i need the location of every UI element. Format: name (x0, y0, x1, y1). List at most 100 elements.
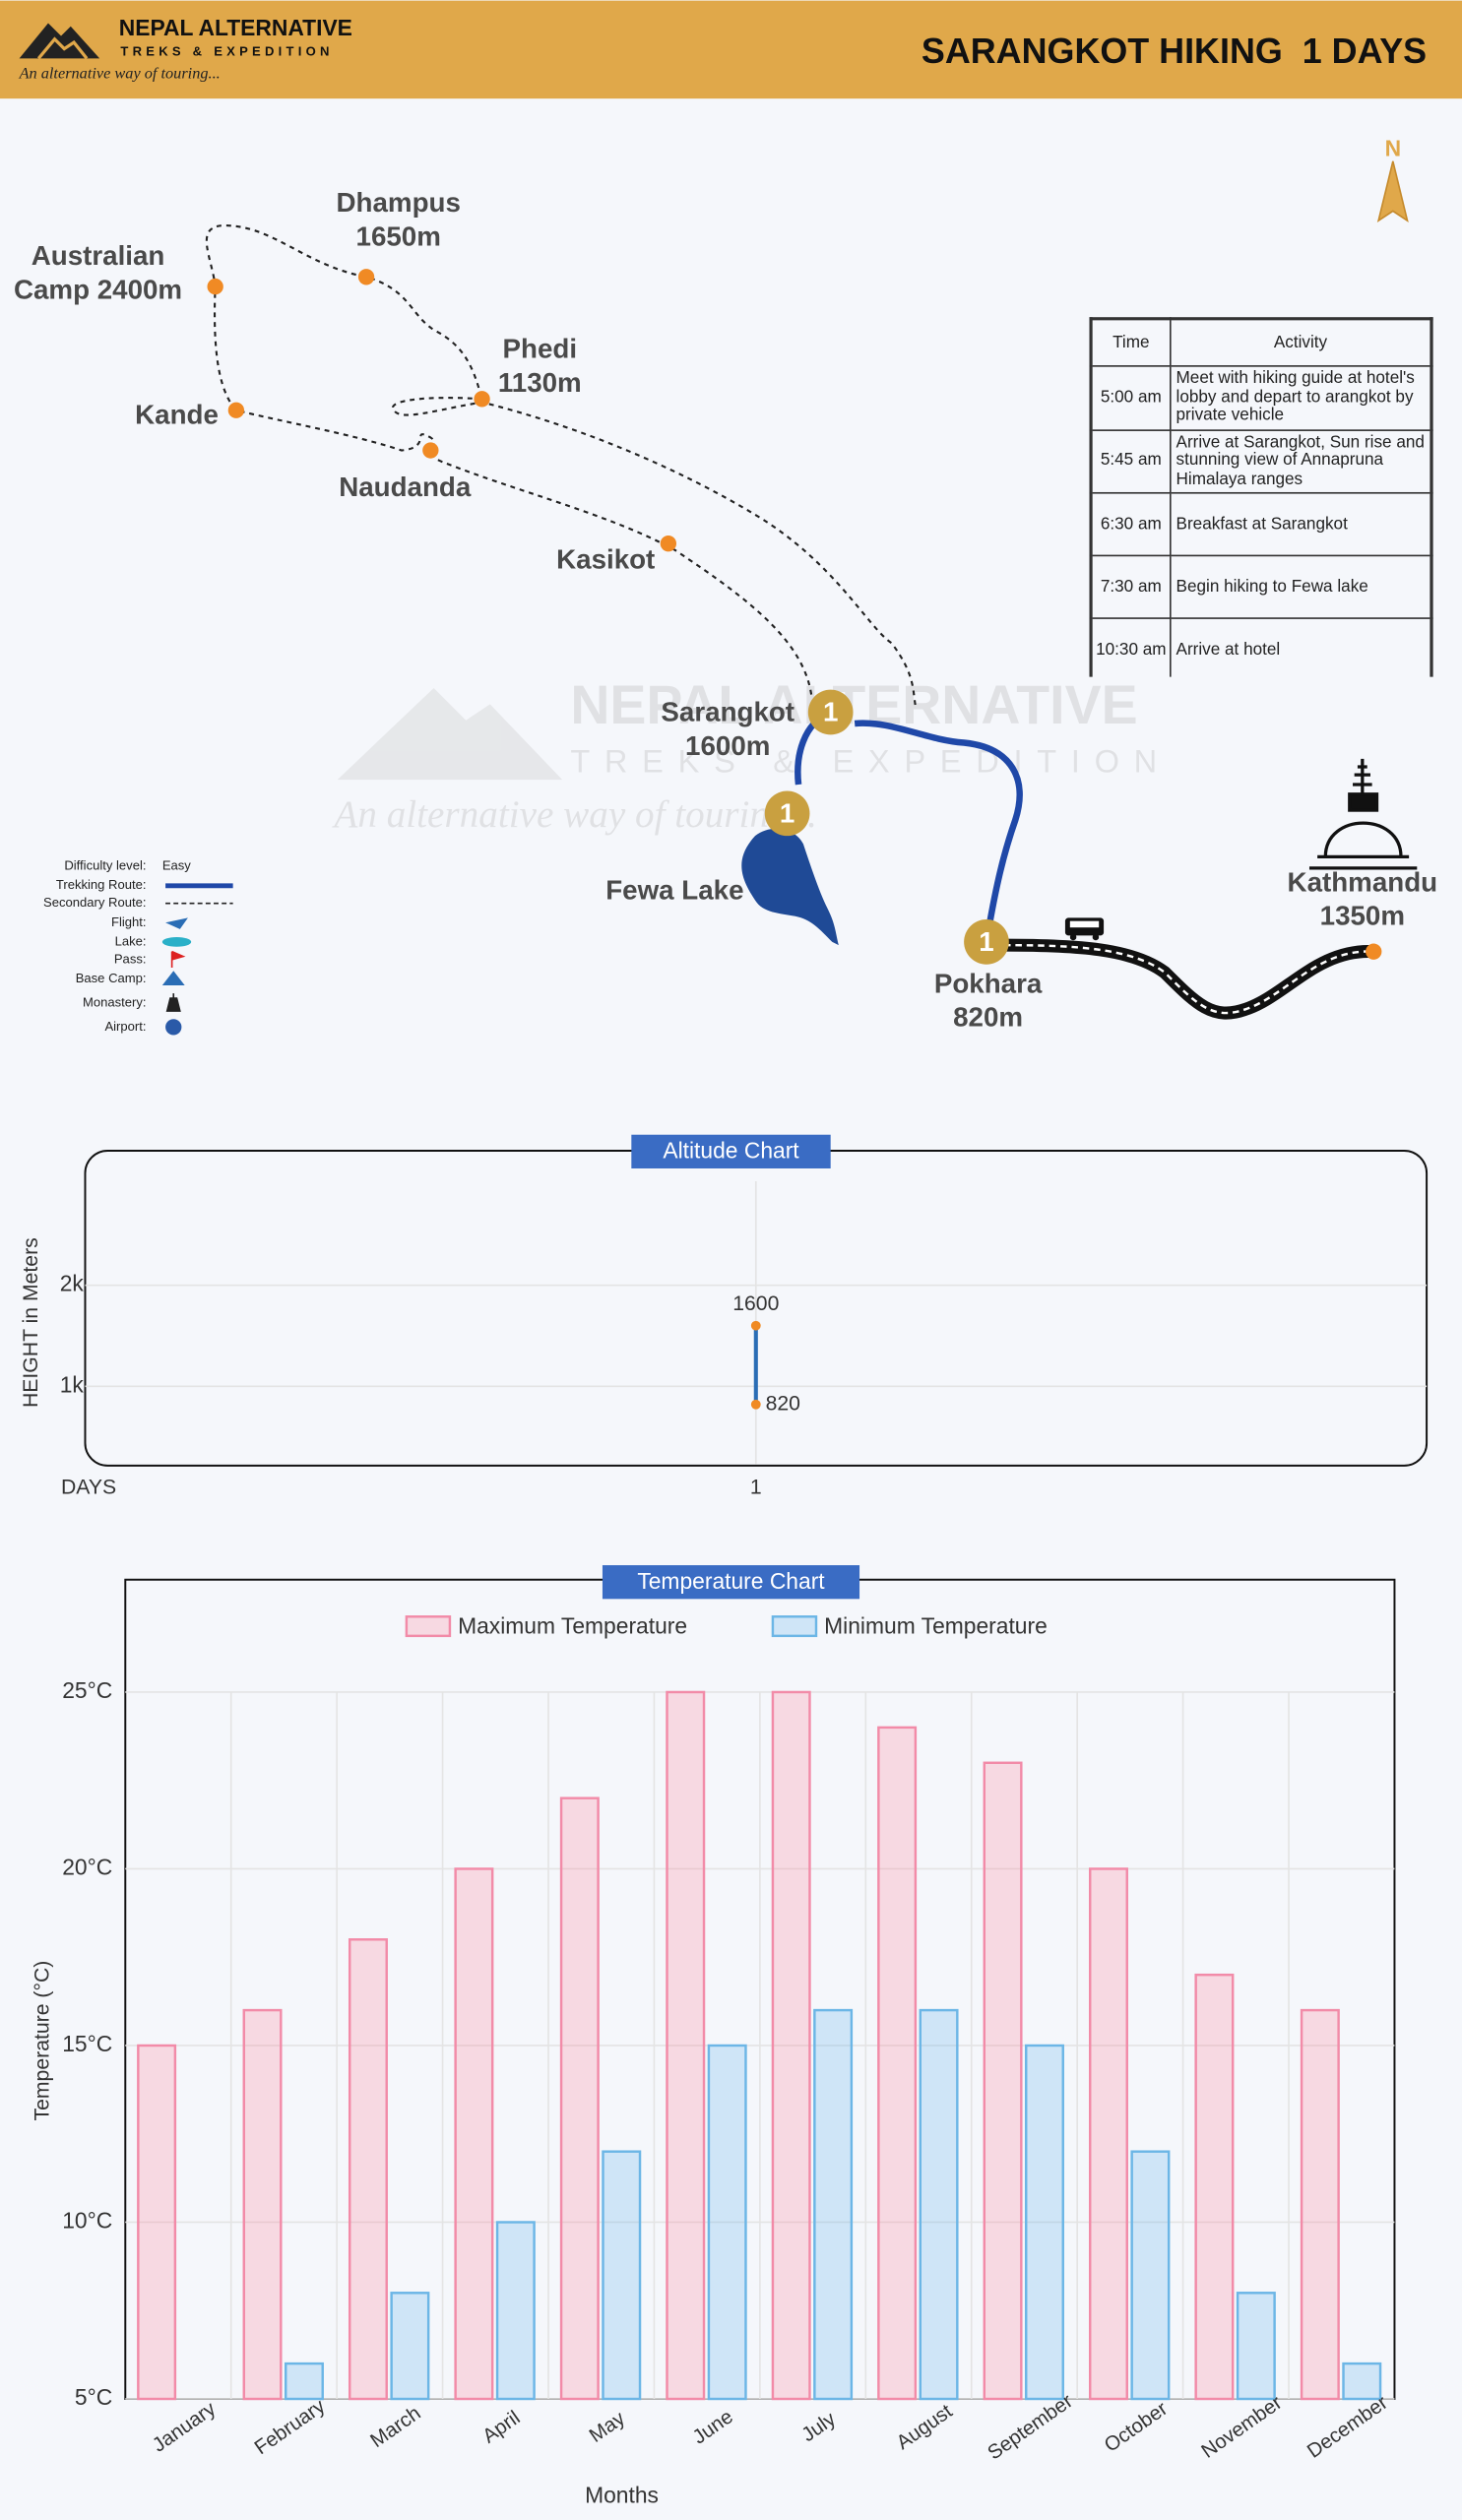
place-label: Australian (32, 240, 165, 271)
bar (284, 2362, 324, 2401)
schedule-row: 10:30 am Arrive at hotel (1090, 617, 1432, 677)
legend-label: Secondary Route: (43, 895, 146, 910)
page-title: SARANGKOT HIKING 1 DAYS (922, 32, 1427, 71)
bar (1130, 2150, 1171, 2401)
legend-label: Base Camp: (76, 971, 147, 985)
schedule-row: 6:30 am Breakfast at Sarangkot (1090, 492, 1432, 557)
place-label: 1350m (1320, 901, 1405, 931)
bar (1300, 2008, 1340, 2401)
day-marker (807, 689, 854, 735)
difficulty-value: Easy (162, 858, 191, 873)
bar (666, 1690, 706, 2401)
watermark-sub: TREKS & EXPEDITION (570, 742, 1172, 779)
schedule-header: Time Activity (1090, 317, 1432, 367)
day-marker (764, 790, 810, 837)
legend-label: Maximum Temperature (458, 1613, 687, 1639)
legend-label: Airport: (104, 1019, 146, 1034)
y-tick-label: 25°C (62, 1677, 112, 1703)
legend-label: Pass: (114, 951, 147, 966)
place-label: Kasikot (556, 543, 655, 574)
bar (390, 2292, 430, 2401)
y-axis-title: Temperature (°C) (32, 1961, 54, 2121)
data-label: 1600 (732, 1292, 779, 1315)
day-marker (964, 919, 1009, 965)
legend-label: Minimum Temperature (824, 1613, 1048, 1639)
x-axis-title: Months (585, 2483, 659, 2508)
legend-symbol (161, 936, 192, 947)
bar (454, 1867, 494, 2401)
schedule-table: Time Activity 5:00 am Meet with hiking gui… (1089, 317, 1433, 677)
bar (877, 1726, 918, 2401)
chart-title: Altitude Chart (663, 1138, 799, 1164)
bar (242, 2008, 283, 2401)
place-dot (660, 536, 677, 552)
brand: NEPAL ALTERNATIVE (119, 15, 352, 40)
legend-symbol (165, 993, 181, 1012)
activity-cell: Arrive at hotel (1170, 617, 1432, 677)
schedule-row: 5:45 am Arrive at Sarangkot, Sun rise and… (1090, 428, 1432, 495)
time-cell: 5:45 am (1090, 428, 1172, 495)
legend-swatch (771, 1615, 818, 1638)
activity-cell: Begin hiking to Fewa lake (1170, 555, 1432, 620)
place-label: Sarangkot (661, 696, 795, 726)
bar (1236, 2292, 1276, 2401)
place-dot (207, 278, 223, 295)
title-badge (602, 1565, 860, 1600)
place-dot (227, 402, 245, 418)
place-label: Phedi (503, 334, 578, 364)
legend-symbol (165, 1019, 182, 1036)
secondary-route (391, 397, 918, 708)
schedule-row: 5:00 am Meet with hiking guide at hotel's… (1090, 365, 1432, 431)
place-label: Pokhara (934, 968, 1043, 998)
bar (707, 2044, 747, 2401)
day-marker-label: 1 (823, 696, 838, 726)
bar (919, 2008, 959, 2401)
place-dot (474, 391, 490, 408)
activity-cell: Meet with hiking guide at hotel's lobby … (1170, 365, 1432, 431)
place-label: 1650m (356, 220, 441, 251)
watermark-brand: NEPAL ALTERNATIVE (570, 674, 1137, 735)
data-label: 820 (766, 1392, 800, 1415)
bar (1024, 2044, 1064, 2401)
place-dot (1366, 943, 1382, 960)
brand-sub: TREKS & EXPEDITION (120, 43, 333, 58)
bus-icon (1064, 917, 1105, 941)
y-tick-label: 1k (60, 1371, 85, 1397)
altitude-point (750, 1320, 761, 1331)
chart-title: Temperature Chart (637, 1568, 825, 1594)
north-arrow (1376, 160, 1409, 223)
y-axis-title: HEIGHT in Meters (20, 1237, 42, 1408)
place-label: Naudanda (339, 472, 472, 502)
legend-label: Lake: (115, 933, 147, 948)
header-cell: Time (1090, 317, 1172, 367)
legend-label: Difficulty level: (64, 858, 146, 873)
bar (813, 2008, 854, 2401)
place-label: Kande (135, 400, 219, 430)
legend-symbol (170, 950, 186, 968)
time-cell: 10:30 am (1090, 617, 1172, 677)
road-dash (1003, 943, 1374, 1015)
place-label: Camp 2400m (14, 274, 182, 304)
schedule-row: 7:30 am Begin hiking to Fewa lake (1090, 555, 1432, 620)
header-bar (0, 0, 1462, 99)
north-label: N (1385, 135, 1401, 160)
bar (1194, 1973, 1235, 2401)
place-label: Kathmandu (1288, 866, 1438, 897)
logo-detail (36, 36, 89, 60)
place-label: Dhampus (337, 187, 461, 218)
legend-label: Trekking Route: (56, 877, 147, 892)
bar (602, 2150, 642, 2401)
bar (1342, 2362, 1382, 2401)
place-label: Fewa Lake (605, 875, 743, 906)
y-tick-label: 15°C (62, 2031, 112, 2056)
place-dot (357, 269, 375, 285)
y-tick-label: 5°C (75, 2384, 112, 2410)
time-cell: 7:30 am (1090, 555, 1172, 620)
day-marker-label: 1 (780, 797, 795, 828)
place-label: 1130m (498, 367, 582, 398)
fewa-lake (741, 828, 839, 946)
legend-label: Flight: (111, 914, 147, 929)
activity-cell: Breakfast at Sarangkot (1170, 492, 1432, 557)
